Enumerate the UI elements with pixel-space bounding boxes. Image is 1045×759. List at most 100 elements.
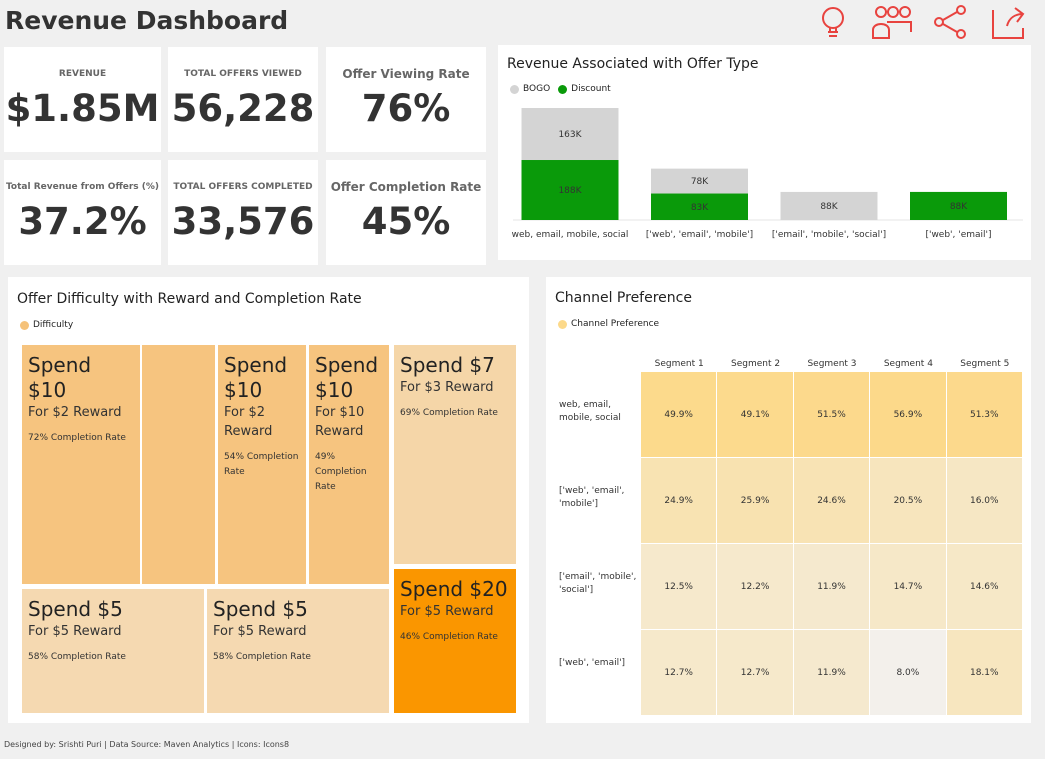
treemap-tile: Spend $5 For $5 Reward 58% Completion Rate [22, 589, 204, 713]
tile-reward: For $5 Reward [28, 624, 122, 639]
tile-reward: For $5 Reward [213, 624, 307, 639]
tile-rate: 49% Completion Rate [315, 452, 367, 492]
tile-label: Spend $5 [213, 597, 308, 621]
tile-rate: 69% Completion Rate [400, 408, 498, 418]
column-header: Segment 1 [654, 359, 704, 369]
dashboard-title: Revenue Dashboard [5, 6, 289, 35]
legend: BOGO Discount [510, 84, 611, 94]
kpi-label: Offer Viewing Rate [342, 67, 470, 81]
heatmap-cell: 12.7% [641, 630, 717, 715]
kpi-value: 76% [361, 87, 451, 130]
bar-segment [521, 160, 619, 220]
cell-label: 12.5% [664, 581, 693, 592]
kpi-card: REVENUE $1.85M [4, 47, 161, 152]
chart-title: Revenue Associated with Offer Type [507, 56, 759, 72]
treemap-tile: Spend $7 For $3 Reward 69% Completion Rate [394, 345, 516, 564]
cell-label: 12.2% [740, 581, 770, 592]
heatmap-cell: 11.9% [793, 544, 870, 629]
tile-label: Spend $5 [28, 597, 123, 621]
cell-label: 24.9% [664, 495, 693, 506]
kpi-label: TOTAL OFFERS COMPLETED [173, 182, 313, 192]
x-tick-label: ['email', 'mobile', 'social'] [772, 230, 886, 240]
treemap-tile: Spend $10 For $2 Reward 72% Completion Rat… [22, 345, 140, 584]
kpi-card: Offer Completion Rate 45% [326, 160, 486, 265]
cell-label: 8.0% [896, 667, 920, 678]
cell-label: 18.1% [969, 667, 999, 678]
tile-label: Spend $10 [28, 353, 92, 402]
cell-label: 12.7% [664, 667, 693, 678]
bar-segment [780, 191, 878, 220]
cell-label: 14.6% [969, 581, 999, 592]
idea-icon[interactable] [822, 7, 844, 37]
cell-label: 25.9% [740, 495, 770, 506]
column-header: Segment 5 [960, 359, 1010, 369]
heatmap-cell: 51.3% [946, 372, 1022, 457]
x-tick-label: ['web', 'email'] [925, 230, 991, 240]
tile-rate: 72% Completion Rate [28, 433, 126, 443]
cell-label: 56.9% [893, 409, 923, 420]
treemap-tile: Spend $10 For $10 Reward 49% Completion Ra… [309, 345, 389, 584]
cell-label: 51.5% [817, 409, 846, 420]
tile-rate: 54% Completion Rate [224, 452, 299, 477]
footer: Designed by: Srishti Puri | Data Source:… [4, 740, 290, 749]
heatmap-cell: 25.9% [717, 458, 793, 543]
kpi-label: Offer Completion Rate [330, 180, 482, 194]
bar-segment [521, 108, 619, 161]
legend-swatch [20, 320, 29, 330]
tile-label: Spend $10 [315, 353, 379, 402]
legend-swatch [510, 84, 519, 94]
row-label: ['web', 'email', 'mobile'] [559, 486, 625, 509]
chart-title: Offer Difficulty with Reward and Complet… [17, 291, 362, 307]
treemap-tile: Spend $10 For $2 Reward 54% Completion Rat… [218, 345, 306, 584]
kpi-card: TOTAL OFFERS VIEWED 56,228 [168, 47, 318, 152]
bar-chart: web, email, mobile, social 188K 163K ['web'… [512, 108, 1023, 240]
export-icon[interactable] [992, 7, 1025, 39]
bar-segment [910, 191, 1007, 220]
cell-label: 49.9% [664, 409, 693, 420]
heatmap-cell: 16.0% [946, 458, 1022, 543]
data-label: 83K [691, 203, 709, 213]
heatmap-cell: 56.9% [870, 372, 946, 457]
heatmap-cell: 49.9% [641, 372, 717, 457]
heatmap-cell: 24.6% [793, 458, 870, 543]
tile-label: Spend $20 [400, 577, 508, 601]
tile-reward: For $2 Reward [224, 405, 273, 439]
heatmap-cell: 14.6% [946, 544, 1022, 629]
heatmap-cell: 12.7% [717, 630, 793, 715]
tile-rate: 58% Completion Rate [213, 652, 311, 662]
heatmap-panel: Channel Preference Channel Preference Se… [546, 277, 1031, 723]
legend-swatch [558, 319, 567, 329]
legend-swatch [558, 84, 568, 94]
tile-rate: 58% Completion Rate [28, 652, 126, 662]
kpi-label: TOTAL OFFERS VIEWED [184, 69, 302, 79]
row-label: ['web', 'email'] [559, 658, 626, 668]
treemap-tile: Spend $5 For $5 Reward 58% Completion Rate [207, 589, 389, 713]
tile-rate: 46% Completion Rate [400, 632, 498, 642]
bar-panel: Revenue Associated with Offer Type BOGO D… [498, 45, 1031, 260]
data-label: 88K [950, 202, 968, 212]
cell-label: 11.9% [817, 581, 846, 592]
treemap-tile: Spend $20 For $5 Reward 46% Completion Rat… [394, 569, 516, 713]
legend-label: Difficulty [33, 320, 74, 330]
cell-label: 11.9% [817, 667, 846, 678]
kpi-value: 37.2% [18, 200, 147, 243]
users-icon[interactable] [872, 6, 912, 39]
kpi-card: Total Revenue from Offers (%) 37.2% [4, 160, 161, 265]
share-icon[interactable] [934, 5, 966, 39]
kpi-label: Total Revenue from Offers (%) [5, 182, 160, 192]
data-label: 88K [820, 202, 838, 212]
legend-label: Channel Preference [571, 319, 660, 329]
heatmap-cell: 8.0% [870, 630, 946, 715]
tile-reward: For $10 Reward [315, 405, 365, 439]
column-header: Segment 2 [731, 359, 781, 369]
data-label: 163K [558, 130, 582, 140]
kpi-card: Offer Viewing Rate 76% [326, 47, 486, 152]
row-label: ['email', 'mobile', 'social'] [559, 572, 637, 595]
heatmap-cell: 14.7% [870, 544, 946, 629]
heatmap-cell: 51.5% [793, 372, 870, 457]
chart-title: Channel Preference [555, 290, 692, 306]
treemap-tile [142, 345, 215, 584]
heatmap-cell: 11.9% [793, 630, 870, 715]
legend: Difficulty [20, 320, 73, 330]
kpi-card: TOTAL OFFERS COMPLETED 33,576 [168, 160, 318, 265]
